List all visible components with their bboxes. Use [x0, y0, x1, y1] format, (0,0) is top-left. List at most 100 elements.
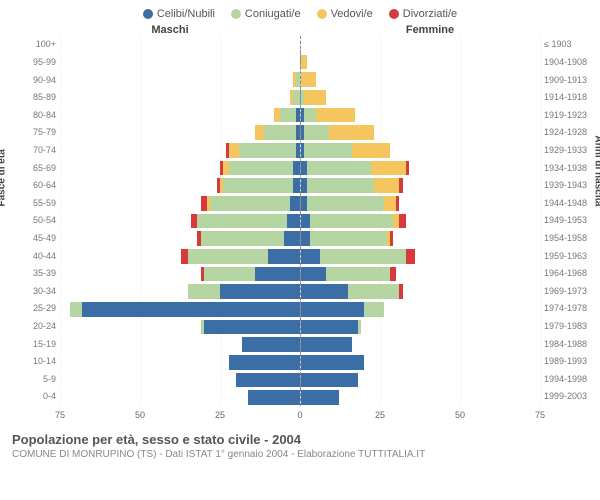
bar-segment	[329, 125, 374, 140]
male-half	[60, 160, 301, 177]
bar-segment	[301, 390, 339, 405]
bar-segment	[301, 337, 352, 352]
bar-segment	[390, 231, 393, 246]
bar-segment	[264, 125, 296, 140]
bar-segment	[304, 108, 317, 123]
age-label: 30-34	[12, 283, 56, 301]
male-half	[60, 283, 301, 300]
legend: Celibi/Nubili Coniugati/e Vedovi/e Divorzia…	[0, 0, 600, 24]
bar-segment	[255, 125, 265, 140]
birth-label: 1994-1998	[544, 371, 600, 389]
bar-segment	[229, 143, 239, 158]
birth-label: 1999-2003	[544, 388, 600, 406]
male-half	[60, 354, 301, 371]
age-label: 55-59	[12, 194, 56, 212]
bar-segment	[301, 72, 317, 87]
male-half	[60, 372, 301, 389]
center-line	[300, 36, 301, 406]
male-half	[60, 177, 301, 194]
age-label: 5-9	[12, 371, 56, 389]
bar-segment	[188, 249, 268, 264]
bar-segment	[348, 284, 399, 299]
x-tick: 25	[375, 410, 385, 420]
bar-segment	[316, 108, 354, 123]
male-half	[60, 301, 301, 318]
age-label: 20-24	[12, 318, 56, 336]
female-half	[301, 301, 541, 318]
male-half	[60, 54, 301, 71]
bar-segment	[399, 284, 402, 299]
female-half	[301, 195, 541, 212]
birth-label: 1989-1993	[544, 353, 600, 371]
birth-label: 1969-1973	[544, 283, 600, 301]
birth-label: 1919-1923	[544, 106, 600, 124]
legend-swatch	[143, 9, 153, 19]
bar-segment	[284, 231, 300, 246]
bar-segment	[220, 284, 300, 299]
bar-segment	[197, 214, 286, 229]
bar-segment	[326, 267, 390, 282]
age-label: 40-44	[12, 247, 56, 265]
birth-label: 1909-1913	[544, 71, 600, 89]
x-axis: 7550250 755025	[60, 406, 540, 426]
legend-label: Vedovi/e	[331, 8, 373, 20]
bar-segment	[255, 267, 300, 282]
bar-segment	[307, 196, 384, 211]
chart-container: Celibi/Nubili Coniugati/e Vedovi/e Divorzia…	[0, 0, 600, 500]
bar-segment	[358, 320, 361, 335]
x-tick: 75	[55, 410, 65, 420]
bar-segment	[352, 143, 390, 158]
bar-segment	[390, 267, 396, 282]
birth-label: 1934-1938	[544, 159, 600, 177]
y-axis-right: ≤ 19031904-19081909-19131914-19181919-19…	[544, 36, 600, 406]
age-label: 90-94	[12, 71, 56, 89]
legend-label: Coniugati/e	[245, 8, 301, 20]
age-label: 50-54	[12, 212, 56, 230]
chart-area: Fasce di età Anni di nascita 100+95-9990…	[60, 36, 540, 426]
bar-segment	[301, 284, 349, 299]
female-half	[301, 71, 541, 88]
female-half	[301, 36, 541, 53]
bar-segment	[82, 302, 299, 317]
bar-segment	[307, 178, 374, 193]
bar-segment	[301, 249, 320, 264]
x-tick: 75	[535, 410, 545, 420]
gender-headers: Maschi Femmine	[0, 24, 600, 36]
legend-item: Celibi/Nubili	[143, 8, 215, 20]
male-half	[60, 89, 301, 106]
bar-segment	[242, 337, 299, 352]
bar-segment	[301, 267, 327, 282]
bar-segment	[268, 249, 300, 264]
age-label: 25-29	[12, 300, 56, 318]
male-half	[60, 213, 301, 230]
legend-label: Divorziati/e	[403, 8, 457, 20]
age-label: 70-74	[12, 142, 56, 160]
female-half	[301, 89, 541, 106]
female-half	[301, 389, 541, 406]
bar-segment	[204, 267, 255, 282]
birth-label: 1979-1983	[544, 318, 600, 336]
birth-label: ≤ 1903	[544, 36, 600, 54]
bar-segment	[293, 161, 299, 176]
legend-item: Vedovi/e	[317, 8, 373, 20]
bar-segment	[301, 302, 365, 317]
x-axis-left: 7550250	[60, 406, 300, 426]
female-half	[301, 283, 541, 300]
legend-item: Coniugati/e	[231, 8, 301, 20]
birth-label: 1924-1928	[544, 124, 600, 142]
bar-segment	[210, 196, 290, 211]
bar-segment	[304, 90, 326, 105]
male-half	[60, 107, 301, 124]
birth-label: 1914-1918	[544, 89, 600, 107]
age-label: 80-84	[12, 106, 56, 124]
birth-label: 1929-1933	[544, 142, 600, 160]
bar-segment	[290, 196, 300, 211]
age-label: 75-79	[12, 124, 56, 142]
x-axis-right: 755025	[300, 406, 540, 426]
bar-segment	[364, 302, 383, 317]
footer: Popolazione per età, sesso e stato civil…	[0, 426, 600, 460]
bar-segment	[374, 178, 400, 193]
legend-item: Divorziati/e	[389, 8, 457, 20]
bar-segment	[384, 196, 397, 211]
legend-swatch	[389, 9, 399, 19]
